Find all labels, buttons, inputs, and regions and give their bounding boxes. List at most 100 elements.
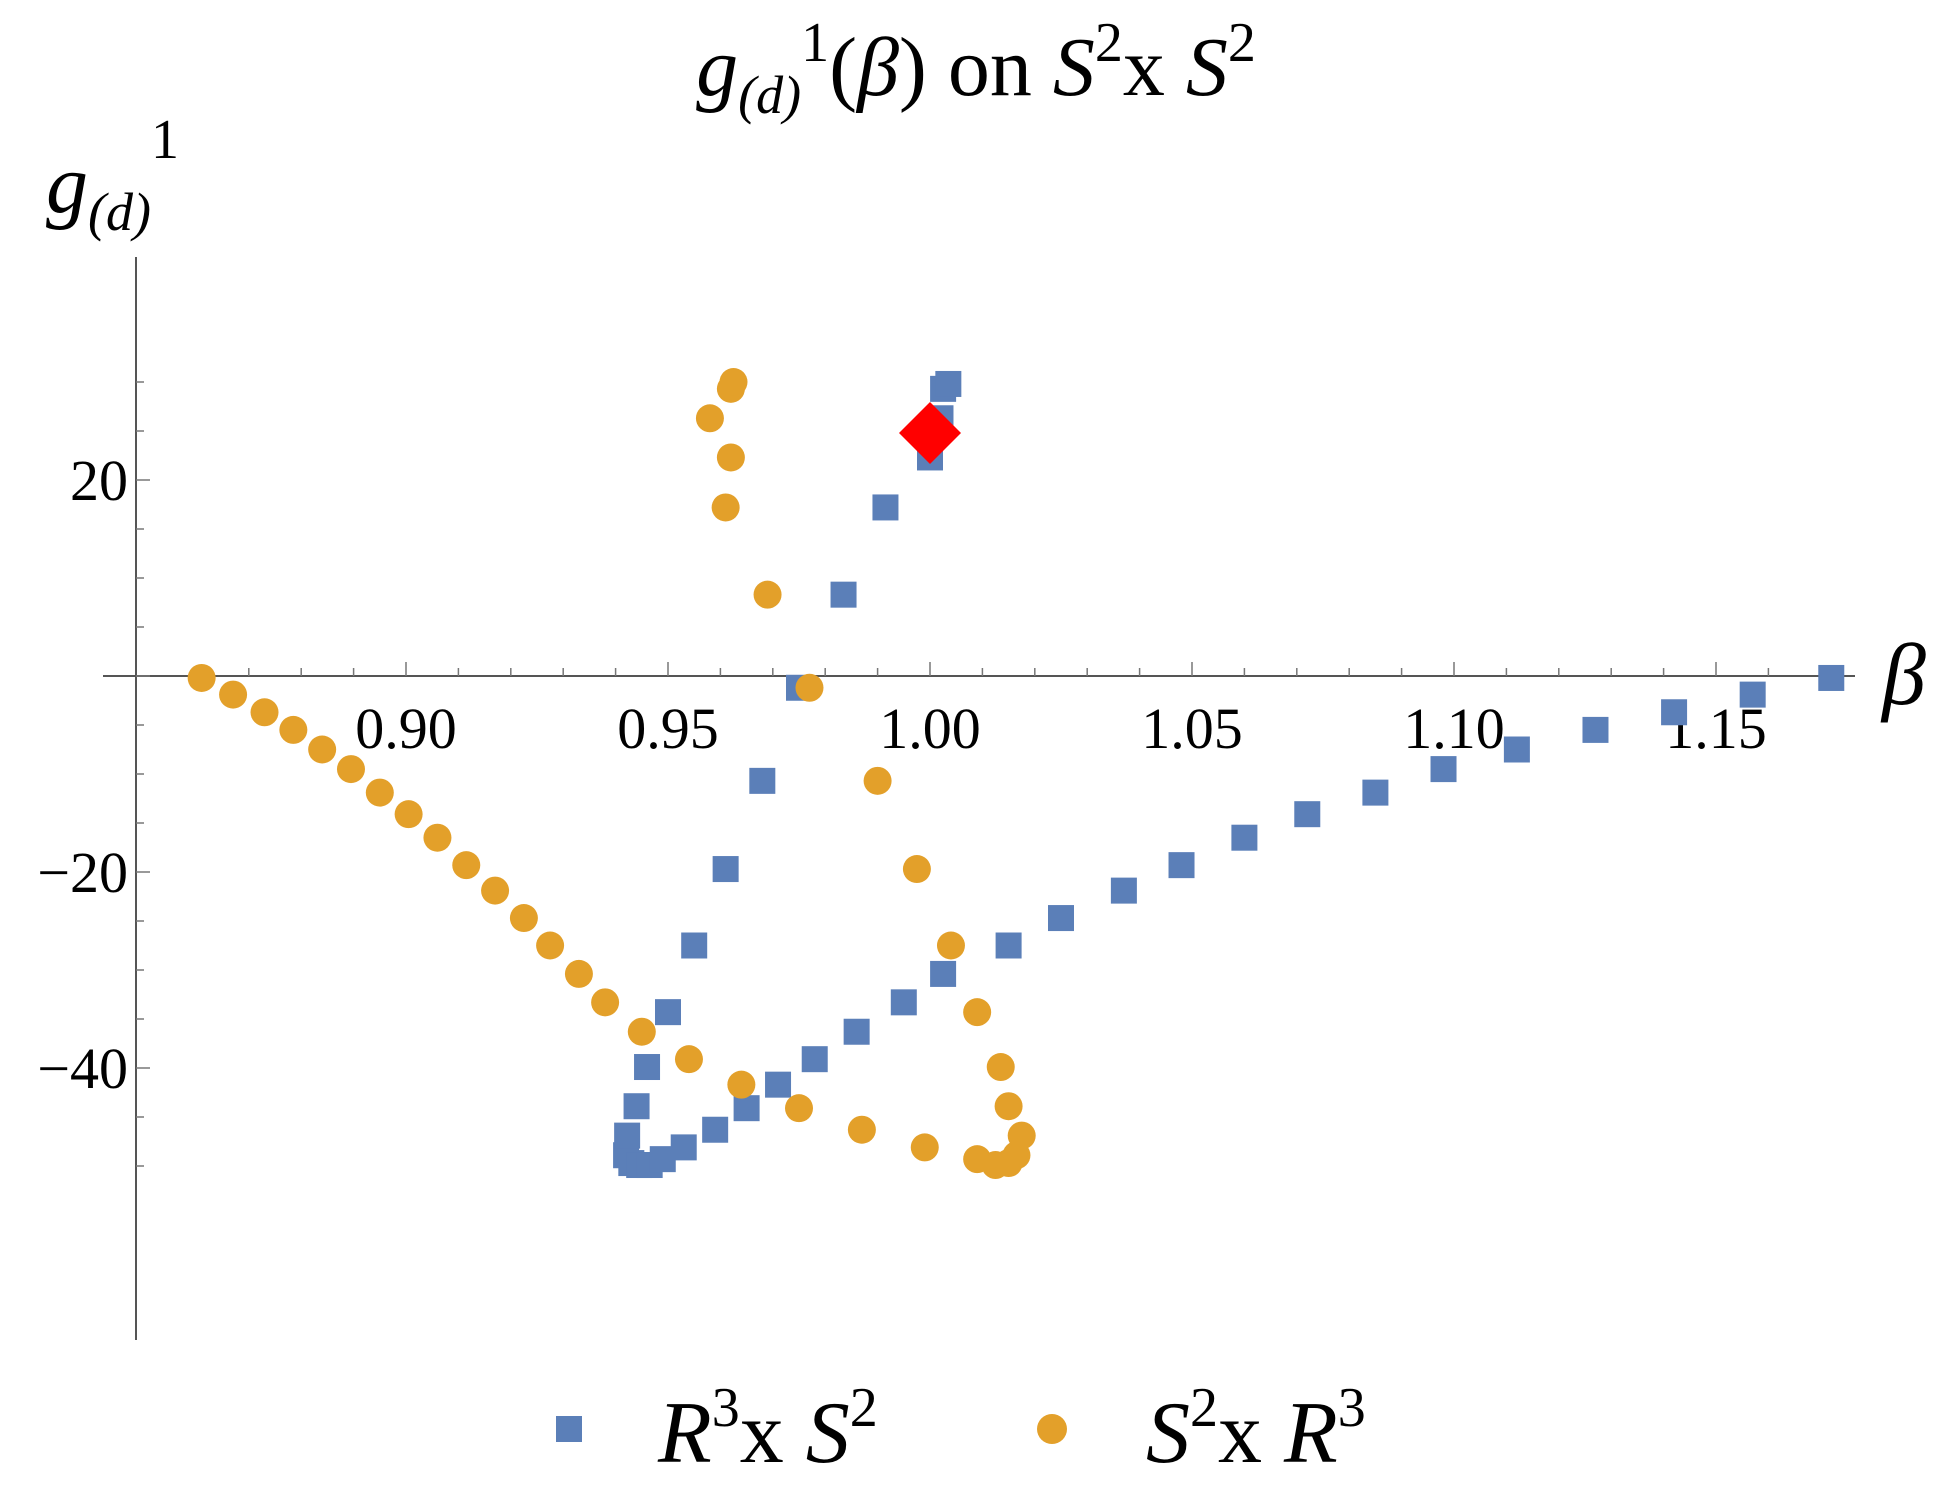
legend-marker-square xyxy=(556,1416,582,1442)
title-x: x xyxy=(1123,21,1186,114)
data-point xyxy=(1661,699,1688,726)
data-point xyxy=(930,960,957,987)
x-tick-label: 0.95 xyxy=(617,696,719,761)
series-R3xS2 xyxy=(613,370,1845,1179)
data-point xyxy=(753,580,782,609)
y-tick-label: 20 xyxy=(70,448,128,513)
highlight-diamond xyxy=(899,401,961,464)
data-point xyxy=(711,493,740,522)
data-point xyxy=(910,1133,939,1162)
data-point xyxy=(1582,716,1609,743)
data-point xyxy=(702,1116,729,1143)
data-point xyxy=(250,698,279,727)
data-point xyxy=(564,959,593,988)
y-tick-label: −40 xyxy=(37,1036,128,1101)
data-point xyxy=(1503,736,1530,763)
data-point xyxy=(936,931,965,960)
ylabel-sup: 1 xyxy=(151,109,179,171)
data-point xyxy=(394,800,423,829)
data-point xyxy=(627,1017,656,1046)
data-point xyxy=(1048,905,1074,932)
ylabel-g: g xyxy=(46,138,88,231)
title-s2: S xyxy=(1186,21,1228,114)
legend: R3x S2 S2x R3 xyxy=(556,1377,1366,1482)
data-point xyxy=(591,988,620,1017)
data-point xyxy=(1231,824,1258,851)
title-beta: β xyxy=(855,21,899,114)
data-point xyxy=(863,766,892,795)
data-point xyxy=(681,932,708,959)
x-tick-label: 1.05 xyxy=(1141,696,1243,761)
data-point xyxy=(634,1054,661,1081)
title-g: g xyxy=(696,21,738,114)
data-point xyxy=(623,1093,650,1120)
y-tick-label: −20 xyxy=(37,840,128,905)
data-point xyxy=(423,823,452,852)
data-point xyxy=(733,1095,760,1122)
data-point xyxy=(481,876,510,905)
legend-entry-s2xr3: S2x R3 xyxy=(1146,1377,1366,1482)
data-point xyxy=(536,931,565,960)
data-point xyxy=(1739,681,1766,708)
x-tick-label: 0.90 xyxy=(355,696,457,761)
data-point xyxy=(727,1070,756,1099)
data-point xyxy=(1168,852,1195,879)
data-point xyxy=(365,778,394,807)
title-s2-sup: 2 xyxy=(1228,12,1256,74)
data-point xyxy=(336,755,365,784)
data-point xyxy=(674,1045,703,1074)
data-point xyxy=(452,851,481,880)
data-point xyxy=(843,1018,870,1045)
data-point xyxy=(872,494,899,521)
data-point xyxy=(986,1053,1015,1082)
chart-title: g(d)1(β) on S2x S2 xyxy=(696,12,1256,125)
data-point xyxy=(902,855,931,884)
data-point xyxy=(1818,664,1845,691)
data-point xyxy=(719,368,748,396)
data-point xyxy=(801,1046,828,1073)
title-open: ( xyxy=(829,21,857,114)
data-point xyxy=(716,443,745,472)
title-sub: (d) xyxy=(738,65,801,125)
data-point xyxy=(1007,1121,1036,1150)
data-point xyxy=(830,581,857,608)
ylabel-sub: (d) xyxy=(88,182,151,242)
data-point xyxy=(187,663,216,692)
data-point xyxy=(890,989,917,1016)
data-point xyxy=(614,1122,641,1149)
data-point xyxy=(995,932,1022,959)
legend-entry-r3xs2: R3x S2 xyxy=(657,1377,878,1482)
data-point xyxy=(994,1092,1023,1121)
data-point xyxy=(795,673,824,702)
data-point xyxy=(765,1071,792,1098)
title-s1: S xyxy=(1053,21,1095,114)
data-point xyxy=(695,404,724,433)
data-point xyxy=(670,1134,697,1161)
axis-ticks xyxy=(136,381,1822,1167)
data-point xyxy=(1430,756,1457,783)
data-point xyxy=(1110,877,1137,904)
series-layer xyxy=(187,368,1845,1180)
data-point xyxy=(219,680,248,709)
data-point xyxy=(785,1094,813,1123)
data-point xyxy=(712,856,739,883)
title-s1-sup: 2 xyxy=(1095,12,1123,74)
title-sup: 1 xyxy=(801,12,829,74)
highlight-layer xyxy=(899,401,961,464)
data-point xyxy=(509,904,538,933)
data-point xyxy=(308,735,337,764)
data-point xyxy=(749,767,776,794)
data-point xyxy=(655,999,681,1026)
y-axis-label: g(d)1 xyxy=(46,109,179,242)
x-tick-label: 1.00 xyxy=(879,696,981,761)
data-point xyxy=(279,715,308,744)
x-axis-label: β xyxy=(1880,627,1926,724)
data-point xyxy=(1294,801,1321,828)
data-point xyxy=(935,370,962,397)
series-S2xR3 xyxy=(187,368,1036,1180)
title-on: ) on xyxy=(899,21,1053,114)
legend-marker-circle xyxy=(1037,1414,1067,1444)
data-point xyxy=(1362,779,1389,806)
